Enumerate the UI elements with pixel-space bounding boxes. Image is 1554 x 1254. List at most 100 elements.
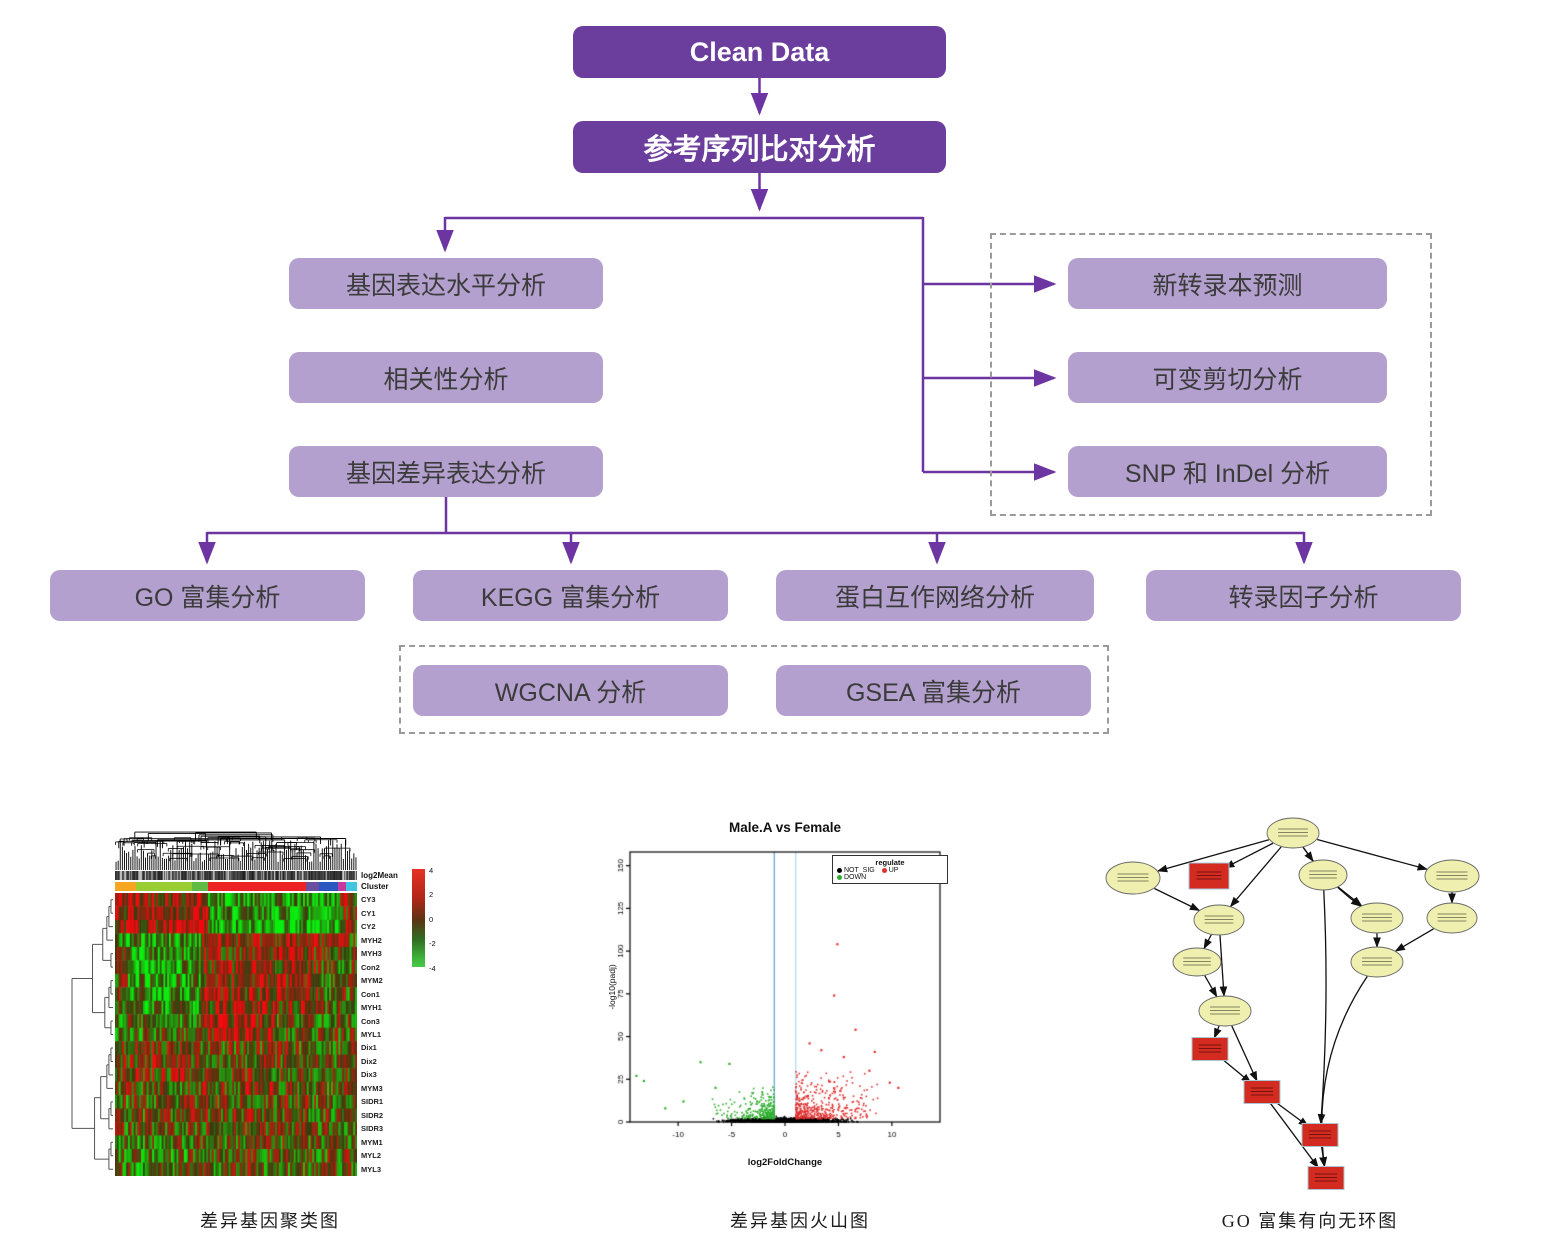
heatmap-row-label: MYH2: [361, 935, 382, 945]
node-ref-align: 参考序列比对分析: [573, 121, 946, 173]
legend-dot-icon: [837, 875, 842, 880]
node-go-enrichment: GO 富集分析: [50, 570, 365, 621]
volcano-legend-label: DOWN: [844, 874, 867, 881]
heatmap-row-label: Dix1: [361, 1043, 377, 1053]
node-tf-analysis: 转录因子分析: [1146, 570, 1461, 621]
dag-go-term-node: [1350, 946, 1404, 978]
dag-enriched-term-node: [1191, 1037, 1229, 1061]
advanced-analysis-group: [399, 645, 1109, 734]
dag-go-term-node: [1350, 902, 1404, 934]
dag-go-term-node: [1172, 947, 1222, 977]
heatmap-row-label: MYH1: [361, 1003, 382, 1013]
node-gsea: GSEA 富集分析: [776, 665, 1091, 716]
node-correlation: 相关性分析: [289, 352, 603, 403]
dag-go-term-node: [1105, 861, 1161, 895]
dag-enriched-term-node: [1243, 1080, 1281, 1104]
heatmap-row-label: Con1: [361, 989, 380, 999]
heatmap-row-label: Con2: [361, 962, 380, 972]
dag-edge: [1204, 975, 1218, 998]
legend-dot-icon: [881, 868, 887, 873]
volcano-legend-label: UP: [888, 867, 899, 874]
heatmap-row-label: Dix3: [361, 1070, 377, 1080]
heatmap-row-label: MYL1: [361, 1029, 382, 1039]
node-gene-expression: 基因表达水平分析: [289, 258, 603, 309]
structural-analysis-group: [990, 233, 1432, 516]
go-dag-caption: GO 富集有向无环图: [1221, 1211, 1399, 1231]
dag-edge: [1220, 1057, 1252, 1084]
heatmap-row-label: SIDR1: [361, 1097, 384, 1107]
go-dag-figure: [1100, 812, 1510, 1197]
heatmap-row-label: MYH3: [361, 949, 382, 959]
dag-enriched-term-node: [1188, 862, 1230, 890]
legend-dot-icon: [837, 868, 842, 873]
heatmap-annotation-label: log2Mean: [361, 871, 398, 880]
dag-go-term-node: [1298, 859, 1348, 891]
heatmap-row-label: MYM2: [361, 976, 383, 986]
heatmap-row-label: MYL3: [361, 1164, 382, 1174]
heatmap-figure: log2Mean Cluster CY3 CY1 CY2 MYH2 MYH3 Con2 MY…: [60, 813, 500, 1198]
heatmap-row-label: SIDR3: [361, 1124, 384, 1134]
dag-go-term-node: [1193, 904, 1245, 936]
dag-edge: [1337, 886, 1363, 907]
heatmap-row-label: SIDR2: [361, 1110, 384, 1120]
volcano-y-label: -log10(padj): [607, 964, 617, 1010]
heatmap-row-label: CY3: [361, 895, 376, 905]
dag-go-term-node: [1426, 902, 1478, 934]
heatmap-row-label: CY1: [361, 908, 376, 918]
heatmap-row-label: CY2: [361, 922, 376, 932]
heatmap-cells: [115, 893, 357, 1176]
cluster-segment: [208, 882, 307, 891]
volcano-legend-label: NOT_SIG: [844, 867, 875, 874]
heatmap-row-label: Dix2: [361, 1056, 377, 1066]
cluster-segment: [306, 882, 320, 891]
dag-edge: [1273, 1100, 1309, 1127]
volcano-legend-item: DOWN: [837, 874, 866, 881]
dag-edge: [1231, 1025, 1258, 1082]
legend-tick: -2: [429, 939, 436, 948]
cluster-segment: [115, 882, 136, 891]
dag-enriched-term-node: [1301, 1123, 1339, 1147]
dag-edge: [1203, 934, 1212, 950]
heatmap-row-labels: CY3 CY1 CY2 MYH2 MYH3 Con2 MYM2 Con1 MYH1 Con3 MYL…: [361, 893, 421, 1176]
volcano-legend-title: regulate: [875, 858, 905, 867]
cluster-segment: [192, 882, 209, 891]
heatmap-row-label: MYL2: [361, 1151, 382, 1161]
dag-edge: [1213, 1025, 1222, 1039]
legend-tick: -4: [429, 963, 436, 973]
node-ppi-network: 蛋白互作网络分析: [776, 570, 1094, 621]
node-wgcna: WGCNA 分析: [413, 665, 728, 716]
dag-edge: [1219, 935, 1228, 997]
volcano-legend-item: UP: [881, 867, 899, 874]
heatmap-row-label: MYM1: [361, 1137, 383, 1147]
legend-tick: 4: [429, 865, 434, 875]
volcano-x-label: log2FoldChange: [747, 1157, 823, 1168]
node-diff-expression: 基因差异表达分析: [289, 446, 603, 497]
volcano-caption: 差异基因火山图: [730, 1211, 870, 1231]
dag-edge: [1269, 1102, 1319, 1169]
dag-edge: [1394, 928, 1434, 952]
volcano-legend: regulate NOT_SIG UP DOWN: [832, 855, 948, 884]
heatmap-row-label: MYM3: [361, 1083, 383, 1093]
heatmap-row-label: Con3: [361, 1016, 380, 1026]
heatmap-annotation-label: Cluster: [361, 882, 389, 891]
dag-edge: [1317, 838, 1428, 871]
heatmap-log2mean-bar: [115, 871, 357, 880]
node-snp-indel: SNP 和 InDel 分析: [1068, 446, 1387, 497]
heatmap-cluster-bar: [115, 882, 357, 891]
node-clean-data: Clean Data: [573, 26, 946, 78]
dag-edge: [1154, 887, 1201, 911]
heatmap-color-legend: [412, 869, 425, 967]
volcano-legend-item: NOT_SIG: [837, 867, 875, 874]
dag-edge: [1224, 842, 1274, 869]
dag-edge: [1229, 846, 1282, 908]
heatmap-dendrograms: [71, 831, 357, 1170]
legend-tick: 2: [429, 890, 434, 899]
node-alt-splicing: 可变剪切分析: [1068, 352, 1387, 403]
node-kegg-enrichment: KEGG 富集分析: [413, 570, 728, 621]
dag-enriched-term-node: [1307, 1166, 1345, 1190]
dag-go-term-node: [1266, 817, 1320, 849]
cluster-segment: [319, 882, 338, 891]
cluster-segment: [337, 882, 347, 891]
cluster-segment: [346, 882, 357, 891]
